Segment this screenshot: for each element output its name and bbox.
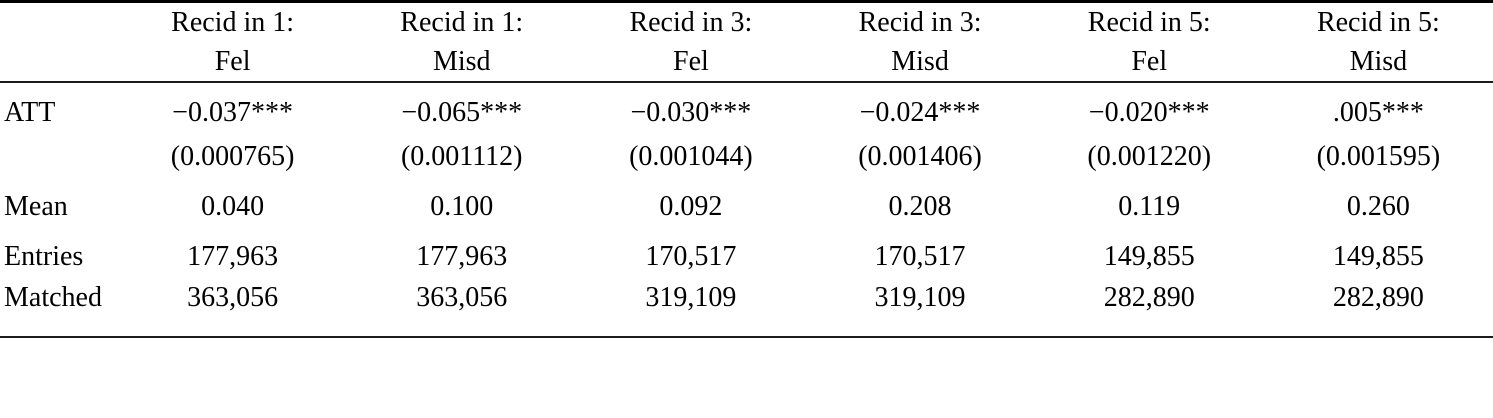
column-header-line1: Recid in 5: [1316, 7, 1440, 38]
header-row: Recid in 1: Fel Recid in 1: Misd Recid i… [0, 2, 1493, 83]
cell-att-recid5-fel: −0.020*** [1088, 96, 1210, 128]
row-label: ATT [4, 96, 56, 128]
cell-se-recid5-fel: (0.001220) [1087, 141, 1212, 172]
cell-matched-recid1-misd: 363,056 [416, 282, 508, 313]
row-label [0, 132, 118, 182]
cell-se-recid3-fel: (0.001044) [629, 141, 753, 172]
column-header-recid5-fel: Recid in 5: Fel [1035, 2, 1264, 83]
row-label: Mean [4, 191, 68, 222]
cell-mean-recid5-fel: 0.119 [1118, 191, 1181, 222]
column-header-line1: Recid in 3: [629, 7, 753, 38]
cell-att-recid1-misd: −0.065*** [401, 96, 523, 128]
cell-se-recid1-fel: (0.000765) [170, 141, 295, 172]
column-header-recid1-misd: Recid in 1: Misd [347, 2, 576, 83]
column-header-line2: Misd [891, 46, 949, 77]
cell-att-recid1-fel: −0.037*** [172, 96, 293, 128]
column-header-recid1-fel: Recid in 1: Fel [118, 2, 347, 83]
cell-matched-recid1-fel: 363,056 [187, 282, 279, 313]
cell-mean-recid1-fel: 0.040 [201, 191, 265, 222]
cell-entries-recid3-misd: 170,517 [874, 241, 966, 272]
column-header-recid3-misd: Recid in 3: Misd [805, 2, 1034, 83]
table-row-mean: Mean 0.040 0.100 0.092 0.208 0.119 0.260 [0, 182, 1493, 232]
cell-att-recid3-misd: −0.024*** [859, 96, 981, 128]
table-row-standard-errors: (0.000765) (0.001112) (0.001044) (0.0014… [0, 132, 1493, 182]
column-header-line2: Fel [1131, 46, 1168, 77]
column-header-line1: Recid in 5: [1087, 7, 1211, 38]
cell-att-recid3-fel: −0.030*** [630, 96, 752, 128]
table-row-entries: Entries 177,963 177,963 170,517 170,517 … [0, 232, 1493, 282]
column-header-line2: Misd [432, 46, 491, 77]
cell-matched-recid5-fel: 282,890 [1103, 282, 1195, 313]
cell-matched-recid5-misd: 282,890 [1332, 282, 1424, 313]
cell-entries-recid5-fel: 149,855 [1103, 241, 1195, 272]
column-header-line2: Fel [673, 46, 709, 77]
column-header-line2: Fel [214, 46, 251, 77]
table-row-matched: Matched 363,056 363,056 319,109 319,109 … [0, 282, 1493, 337]
cell-matched-recid3-fel: 319,109 [645, 282, 737, 313]
cell-se-recid5-misd: (0.001595) [1316, 141, 1441, 172]
table-row-att: ATT −0.037*** −0.065*** −0.030*** −0.024… [0, 82, 1493, 132]
cell-entries-recid1-fel: 177,963 [187, 241, 279, 272]
cell-mean-recid1-misd: 0.100 [430, 191, 494, 222]
cell-entries-recid1-misd: 177,963 [416, 241, 508, 272]
column-header-line1: Recid in 1: [171, 7, 295, 38]
column-header-line2: Misd [1349, 46, 1408, 77]
column-header-line1: Recid in 1: [400, 7, 524, 38]
cell-se-recid3-misd: (0.001406) [858, 141, 982, 172]
regression-results-table: Recid in 1: Fel Recid in 1: Misd Recid i… [0, 0, 1493, 338]
cell-entries-recid3-fel: 170,517 [645, 241, 737, 272]
column-header-line1: Recid in 3: [858, 7, 982, 38]
cell-se-recid1-misd: (0.001112) [400, 141, 523, 172]
cell-att-recid5-misd: .005*** [1332, 96, 1424, 128]
cell-mean-recid3-misd: 0.208 [888, 191, 952, 222]
column-header-recid3-fel: Recid in 3: Fel [576, 2, 805, 83]
cell-mean-recid5-misd: 0.260 [1346, 191, 1410, 222]
cell-entries-recid5-misd: 149,855 [1332, 241, 1424, 272]
cell-mean-recid3-fel: 0.092 [659, 191, 723, 222]
column-header-recid5-misd: Recid in 5: Misd [1264, 2, 1493, 83]
row-label: Matched [4, 282, 102, 313]
row-label: Entries [4, 241, 84, 272]
cell-matched-recid3-misd: 319,109 [874, 282, 966, 313]
header-corner-cell [0, 2, 118, 83]
